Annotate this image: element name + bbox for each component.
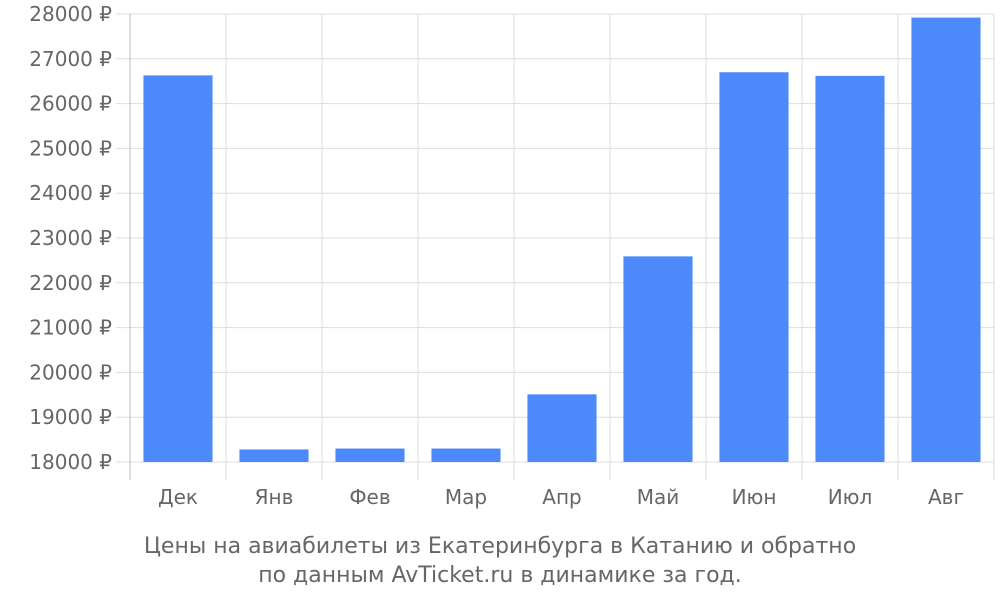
y-tick-label: 23000 ₽ <box>29 226 112 250</box>
y-tick-label: 27000 ₽ <box>29 47 112 71</box>
y-tick-label: 25000 ₽ <box>29 136 112 160</box>
chart-grid <box>116 13 995 480</box>
x-tick-label: Май <box>637 485 680 509</box>
x-tick-label: Июн <box>732 485 777 509</box>
bar <box>239 449 309 462</box>
y-tick-label: 22000 ₽ <box>29 271 112 295</box>
bar <box>623 256 693 462</box>
chart-caption-line-1: Цены на авиабилеты из Екатеринбурга в Ка… <box>143 534 857 559</box>
bar <box>431 448 501 462</box>
bar <box>335 448 405 462</box>
y-tick-label: 20000 ₽ <box>29 360 112 384</box>
y-tick-label: 28000 ₽ <box>29 2 112 26</box>
y-axis-tick-labels: 18000 ₽ 19000 ₽ 20000 ₽ 21000 ₽ 22000 ₽ 23000… <box>29 2 112 474</box>
x-tick-label: Дек <box>158 485 198 509</box>
x-tick-label: Апр <box>542 485 581 509</box>
x-axis-tick-labels: Дек Янв Фев Мар Апр Май Июн Июл Авг <box>158 485 964 509</box>
y-tick-label: 26000 ₽ <box>29 92 112 116</box>
x-tick-label: Авг <box>928 485 964 509</box>
y-tick-label: 21000 ₽ <box>29 316 112 340</box>
bar <box>911 17 981 463</box>
y-tick-label: 19000 ₽ <box>29 405 112 429</box>
x-tick-label: Июл <box>828 485 873 509</box>
bar <box>527 394 597 462</box>
x-tick-label: Янв <box>255 485 294 509</box>
y-tick-label: 18000 ₽ <box>29 450 112 474</box>
bar <box>719 72 789 463</box>
chart-caption-line-2: по данным AvTicket.ru в динамике за год. <box>258 563 742 588</box>
bar <box>143 75 213 462</box>
bar <box>815 75 885 462</box>
x-tick-label: Мар <box>445 485 487 509</box>
y-tick-label: 24000 ₽ <box>29 181 112 205</box>
x-tick-label: Фев <box>349 485 390 509</box>
chart-bars <box>143 17 981 463</box>
